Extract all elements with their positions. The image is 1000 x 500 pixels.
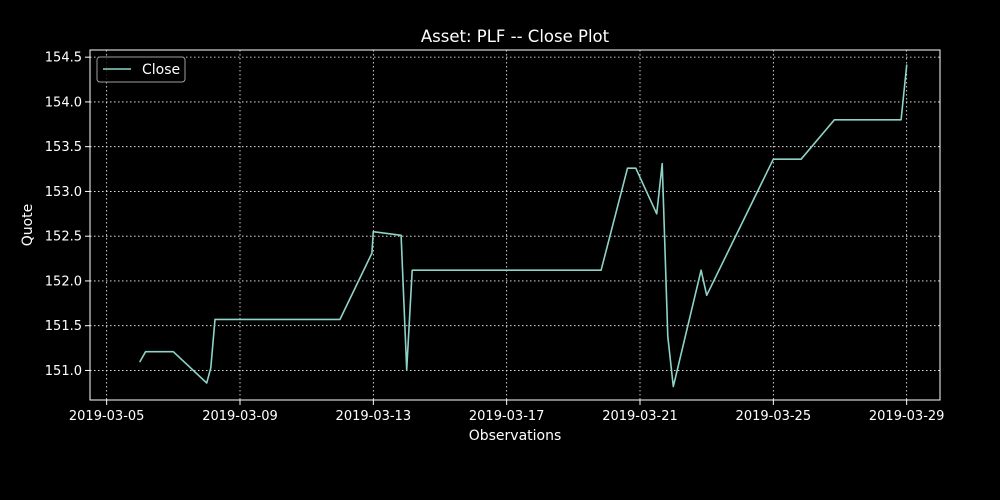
y-tick-label: 153.0 — [45, 185, 82, 200]
x-tick-label: 2019-03-17 — [469, 409, 545, 424]
y-tick-label: 152.5 — [45, 230, 82, 245]
x-tick-label: 2019-03-13 — [336, 409, 412, 424]
series-layer — [139, 64, 908, 388]
x-tick-label: 2019-03-25 — [736, 409, 812, 424]
x-axis-label: Observations — [469, 428, 562, 444]
series-line-close — [139, 64, 908, 388]
y-tick-label: 154.5 — [45, 51, 82, 66]
axis-ticks: 2019-03-05 2019-03-09 2019-03-13 2019-03-17… — [45, 51, 945, 424]
x-tick-label: 2019-03-05 — [69, 409, 145, 424]
legend: Close — [96, 56, 186, 83]
y-tick-label: 153.5 — [45, 140, 82, 155]
y-tick-label: 154.0 — [45, 95, 82, 110]
legend-box — [96, 56, 186, 83]
y-tick-label: 151.0 — [45, 364, 82, 379]
plot-frame — [89, 49, 941, 401]
legend-label-close: Close — [142, 62, 180, 78]
y-tick-label: 152.0 — [45, 274, 82, 289]
x-tick-label: 2019-03-09 — [202, 409, 278, 424]
x-tick-label: 2019-03-29 — [869, 409, 945, 424]
grid-lines — [90, 50, 940, 400]
y-tick-label: 151.5 — [45, 319, 82, 334]
x-tick-label: 2019-03-21 — [602, 409, 678, 424]
chart-title: Asset: PLF -- Close Plot — [421, 27, 610, 46]
y-axis-label: Quote — [20, 204, 36, 247]
